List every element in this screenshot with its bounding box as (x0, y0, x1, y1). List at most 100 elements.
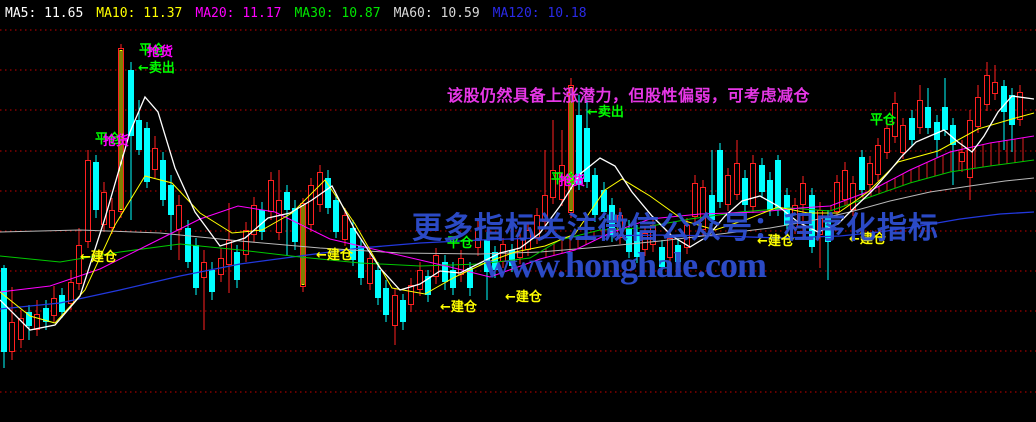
watermark-url: www.honghale.com (484, 245, 767, 285)
candle-down (144, 128, 150, 182)
candle-up (984, 75, 990, 105)
candle-down (193, 245, 199, 288)
candle-down (425, 276, 431, 295)
candle-up (900, 125, 906, 153)
candle-up (992, 82, 998, 94)
candle-up (867, 163, 873, 185)
candle-down (383, 288, 389, 315)
candle-down (467, 268, 473, 288)
candle-up (559, 165, 565, 200)
candle-down (934, 122, 940, 140)
candle-up (251, 205, 257, 235)
candle-up (617, 215, 623, 238)
candle-down (209, 270, 215, 292)
watermark-wechat: 更多指标关注微信公众号：程序化指标 (412, 211, 939, 246)
candle-down (942, 107, 948, 130)
candle-up (243, 230, 249, 255)
candle-down (775, 160, 781, 210)
candle-up (9, 322, 15, 352)
ma-legend-item: MA60: 10.59 (393, 6, 480, 21)
candle-up (725, 175, 731, 205)
candle-up (408, 285, 414, 305)
candle-down (675, 245, 681, 262)
signal-label-text: 抢货 (103, 134, 130, 149)
candle-up (884, 128, 890, 153)
candle-up (792, 205, 798, 228)
candle-down (1009, 95, 1015, 125)
candle-down (128, 70, 134, 136)
candle-down (325, 178, 331, 208)
candle-up (308, 185, 314, 225)
signal-label-text: ←卖出 (138, 61, 175, 76)
candle-up (975, 97, 981, 127)
candle-down (26, 312, 32, 326)
ma-legend-item: MA30: 10.87 (294, 6, 381, 21)
candle-down (492, 252, 498, 270)
candle-down (509, 250, 515, 266)
candle-up (684, 225, 690, 248)
candle-down (717, 150, 723, 202)
candle-down (1, 268, 7, 352)
signal-label-text: ←卖出 (587, 105, 624, 120)
candle-up (417, 270, 423, 290)
candle-up (51, 298, 57, 316)
signal-label-text: ←建仓 (440, 300, 477, 315)
signal-label-text: ←建仓 (849, 232, 886, 247)
ma-line-ma10 (0, 112, 1035, 324)
candle-up (34, 314, 40, 330)
advisory-text: 该股仍然具备上涨潜力，但股性偏弱，可考虑减仓 (447, 86, 811, 105)
candle-down (168, 185, 174, 215)
candle-up (892, 103, 898, 137)
candle-down (909, 118, 915, 140)
candle-up (317, 172, 323, 205)
signal-label-text: 平仓 (551, 172, 578, 187)
candle-up (692, 183, 698, 217)
candle-up (475, 228, 481, 248)
ma-line-ma20 (0, 135, 1035, 293)
candle-down (784, 195, 790, 225)
candle-up (392, 295, 398, 326)
ma-legend-item: MA20: 11.17 (195, 6, 282, 21)
candle-up (68, 282, 74, 304)
candle-up (367, 258, 373, 284)
ma-legend-item: MA10: 11.37 (96, 6, 183, 21)
signal-label-text: ←建仓 (505, 290, 542, 305)
signal-label-text: 平仓 (870, 113, 897, 128)
candle-down (284, 192, 290, 210)
candle-down (767, 180, 773, 210)
signal-label-text: 平仓 (139, 43, 166, 58)
candle-up (842, 170, 848, 200)
candle-down (609, 205, 615, 235)
candle-up (959, 152, 965, 162)
candle-down (1001, 86, 1007, 112)
candle-up (176, 205, 182, 230)
candle-signal-inner (569, 87, 573, 211)
candle-down (601, 190, 607, 212)
signal-label-text: ←建仓 (316, 248, 353, 263)
candle-down (709, 195, 715, 220)
candle-up (201, 262, 207, 278)
ma-line-ma60 (0, 177, 1035, 255)
candle-up (76, 245, 82, 284)
candle-up (550, 170, 556, 198)
candle-up (834, 182, 840, 212)
candle-down (484, 240, 490, 272)
candle-up (642, 233, 648, 250)
candle-down (160, 160, 166, 200)
candle-up (268, 180, 274, 212)
candle-up (101, 192, 107, 225)
candle-down (634, 232, 640, 257)
candle-down (825, 218, 831, 242)
candle-up (917, 100, 923, 128)
ma-line-ma5 (0, 95, 1035, 331)
candle-down (333, 200, 339, 232)
candle-down (576, 115, 582, 185)
candle-down (742, 178, 748, 205)
candle-up (734, 163, 740, 195)
candle-down (375, 270, 381, 298)
candle-up (300, 203, 306, 287)
ma-legend-item: MA120: 10.18 (492, 6, 587, 21)
ma-line-ma30 (0, 159, 1035, 267)
